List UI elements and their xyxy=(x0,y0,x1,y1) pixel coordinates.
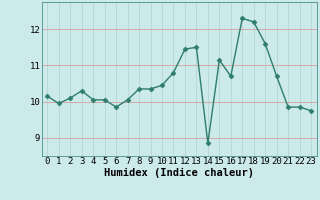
X-axis label: Humidex (Indice chaleur): Humidex (Indice chaleur) xyxy=(104,168,254,178)
